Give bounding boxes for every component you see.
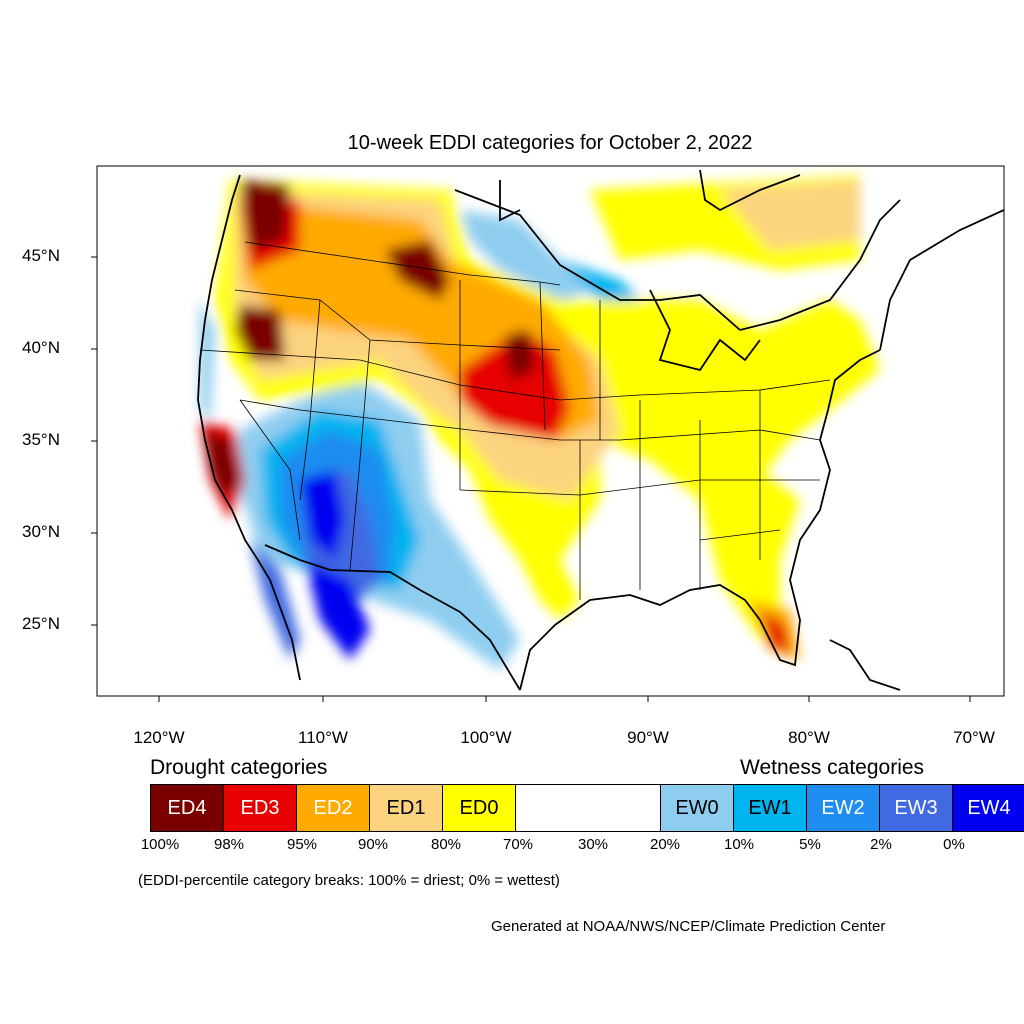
- category-note: (EDDI-percentile category breaks: 100% =…: [138, 872, 560, 889]
- field-ew4-mexico: [305, 560, 370, 660]
- lat-label-40: 40°N: [22, 338, 60, 357]
- legend-ew4-label: EW4: [967, 796, 1011, 819]
- legend-ed1: ED1: [370, 785, 443, 831]
- pct-break: 5%: [799, 836, 821, 853]
- field-ed1-east: [720, 180, 860, 250]
- legend-ed4: ED4: [151, 785, 224, 831]
- category-fields: [200, 175, 880, 670]
- legend-ed0: ED0: [443, 785, 516, 831]
- wetness-heading: Wetness categories: [740, 756, 925, 779]
- lat-label-30: 30°N: [22, 522, 60, 541]
- pct-break: 10%: [723, 836, 755, 853]
- legend-ew2-label: EW2: [821, 796, 865, 819]
- field-ew0-north: [460, 210, 600, 300]
- legend-ed3: ED3: [224, 785, 297, 831]
- category-legend: ED4 ED3 ED2 ED1 ED0 EW0 EW1 EW2 EW3 EW4: [150, 784, 1024, 832]
- drought-heading: Drought categories: [150, 756, 328, 779]
- legend-ed2-label: ED2: [313, 796, 353, 819]
- legend-ew1: EW1: [734, 785, 807, 831]
- legend-ed1-label: ED1: [386, 796, 426, 819]
- pct-break: 2%: [870, 836, 892, 853]
- legend-neutral: [516, 785, 661, 831]
- legend-ed3-label: ED3: [240, 796, 280, 819]
- pct-break: 80%: [430, 836, 462, 853]
- legend-ed0-label: ED0: [459, 796, 499, 819]
- pct-break: 100%: [140, 836, 180, 853]
- map-frame: [96, 165, 1005, 697]
- lon-label-120: 120°W: [133, 728, 185, 747]
- field-ed4-idaho: [240, 180, 290, 250]
- pct-break: 20%: [649, 836, 681, 853]
- field-ed3-fl: [760, 610, 790, 655]
- credit-line: Generated at NOAA/NWS/NCEP/Climate Predi…: [491, 918, 886, 935]
- field-ew1-north: [560, 260, 640, 300]
- pct-break: 70%: [502, 836, 534, 853]
- lon-label-80: 80°W: [788, 728, 830, 747]
- legend-ew0-label: EW0: [675, 796, 719, 819]
- lat-label-45: 45°N: [22, 246, 60, 265]
- pct-break: 98%: [213, 836, 245, 853]
- field-ed4-sd: [505, 330, 535, 380]
- legend-ew1-label: EW1: [748, 796, 792, 819]
- legend-ew2: EW2: [807, 785, 880, 831]
- axis-ticks: [91, 256, 971, 702]
- lat-label-25: 25°N: [22, 614, 60, 633]
- legend-ew4: EW4: [953, 785, 1024, 831]
- pct-break: 30%: [577, 836, 609, 853]
- field-ed4-nw: [235, 305, 285, 360]
- legend-ew3-label: EW3: [894, 796, 938, 819]
- field-ew4: [300, 470, 345, 560]
- field-ed0-southeast: [700, 470, 800, 640]
- coastlines: [197, 169, 1004, 691]
- legend-ew0: EW0: [661, 785, 734, 831]
- pct-break: 90%: [357, 836, 389, 853]
- legend-ed4-label: ED4: [167, 796, 207, 819]
- lon-label-90: 90°W: [627, 728, 669, 747]
- lon-label-70: 70°W: [953, 728, 995, 747]
- pct-break: 95%: [286, 836, 318, 853]
- state-boundaries: [199, 241, 831, 600]
- legend-ed2: ED2: [297, 785, 370, 831]
- lon-label-100: 100°W: [460, 728, 512, 747]
- map-title: 10-week EDDI categories for October 2, 2…: [347, 132, 753, 154]
- lat-label-35: 35°N: [22, 430, 60, 449]
- field-ed4-ca: [205, 430, 240, 500]
- field-ed4-mt: [385, 240, 450, 300]
- legend-ew3: EW3: [880, 785, 953, 831]
- lon-label-110: 110°W: [298, 728, 348, 747]
- pct-break: 0%: [943, 836, 965, 853]
